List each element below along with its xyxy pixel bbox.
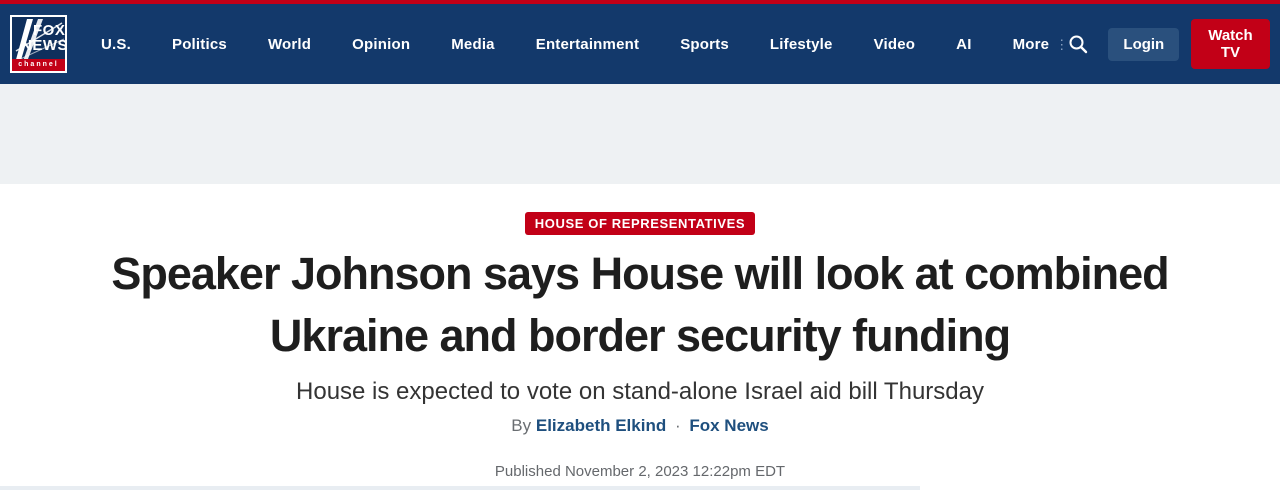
searchlight-beams-icon	[14, 19, 65, 67]
nav-item-world[interactable]: World	[267, 35, 312, 53]
byline: By Elizabeth Elkind · Fox News	[0, 416, 1280, 436]
nav-item-sports[interactable]: Sports	[680, 35, 729, 53]
category-badge[interactable]: HOUSE OF REPRESENTATIVES	[524, 212, 756, 235]
section-divider	[0, 486, 920, 490]
login-button[interactable]: Login	[1108, 27, 1180, 61]
logo-text-channel: channel	[12, 59, 65, 71]
logo-text-news: NEWS	[21, 37, 67, 54]
nav-right-actions: Login Watch TV	[1068, 19, 1270, 69]
byline-separator: ·	[674, 416, 681, 435]
logo-text-fox: FOX	[33, 22, 66, 39]
nav-item-media[interactable]: Media	[451, 35, 495, 53]
nav-item-opinion[interactable]: Opinion	[352, 35, 411, 53]
author-link[interactable]: Elizabeth Elkind	[535, 416, 667, 435]
byline-prefix: By	[511, 416, 532, 435]
nav-item-more-label: More	[1012, 35, 1050, 53]
primary-nav: U.S. Politics World Opinion Media Entert…	[101, 36, 1068, 53]
published-timestamp: Published November 2, 2023 12:22pm EDT	[494, 463, 786, 480]
nav-item-ai[interactable]: AI	[956, 35, 972, 53]
nav-item-politics[interactable]: Politics	[171, 35, 227, 53]
nav-item-lifestyle[interactable]: Lifestyle	[769, 35, 833, 53]
source-link[interactable]: Fox News	[689, 416, 769, 435]
nav-item-more[interactable]: More ⋮	[1013, 36, 1069, 53]
article-header: HOUSE OF REPRESENTATIVES Speaker Johnson…	[0, 184, 1280, 486]
fox-news-logo[interactable]: FOX NEWS channel	[10, 15, 67, 73]
vertical-ellipsis-icon: ⋮	[1055, 36, 1069, 52]
search-icon[interactable]	[1068, 32, 1088, 56]
article-subheadline: House is expected to vote on stand-alone…	[296, 378, 984, 405]
nav-item-us[interactable]: U.S.	[101, 35, 131, 53]
nav-item-video[interactable]: Video	[873, 35, 916, 53]
main-navigation-bar: FOX NEWS channel U.S. Politics World Opi…	[0, 4, 1280, 84]
nav-item-entertainment[interactable]: Entertainment	[535, 35, 640, 53]
breaking-news-band	[0, 84, 1280, 184]
watch-tv-button[interactable]: Watch TV	[1191, 19, 1270, 69]
article-headline: Speaker Johnson says House will look at …	[111, 248, 1169, 361]
brand-red-strip	[0, 0, 1280, 4]
